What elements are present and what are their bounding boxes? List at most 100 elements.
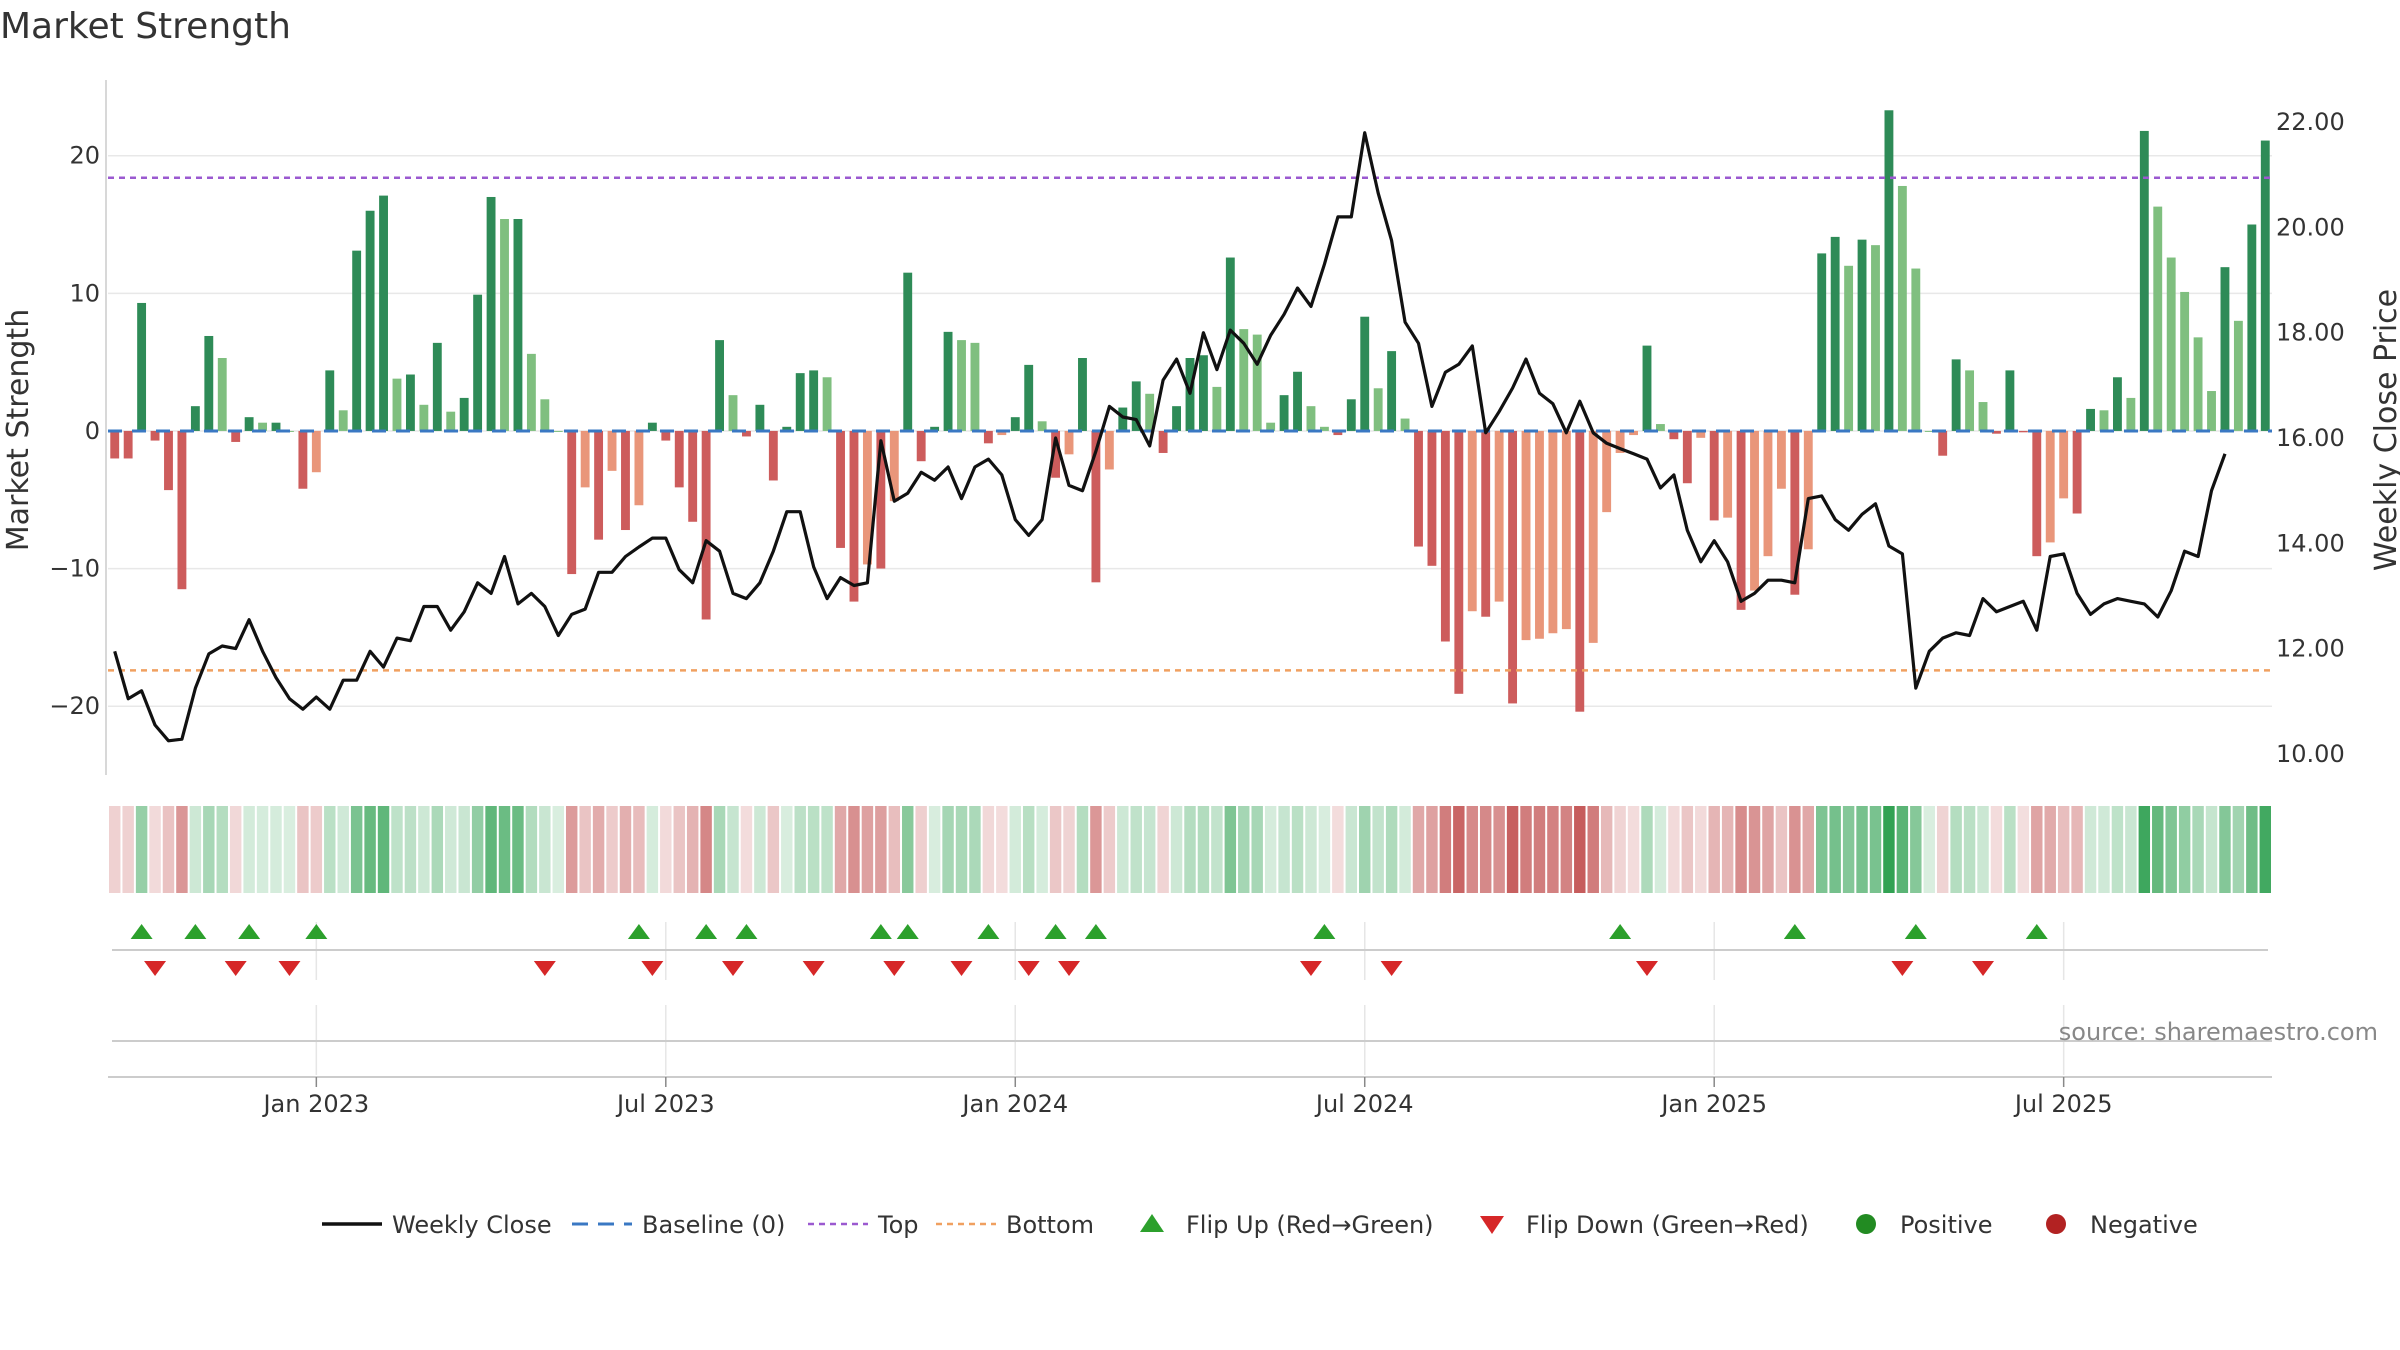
strength-bar xyxy=(1588,430,1598,643)
heat-cell xyxy=(1668,806,1680,893)
strength-bar xyxy=(957,340,966,431)
heat-cell xyxy=(2165,806,2177,893)
heat-cell xyxy=(176,806,188,893)
heat-cell xyxy=(2057,806,2070,893)
strength-bar xyxy=(1481,430,1491,617)
flip-markers xyxy=(112,924,2272,1042)
strength-bar xyxy=(204,335,214,431)
strength-heat-strip xyxy=(109,806,2271,893)
strength-bar xyxy=(594,430,604,540)
heat-cell xyxy=(337,806,349,893)
heat-cell xyxy=(1923,806,1935,893)
strength-bar xyxy=(311,430,321,473)
heat-cell xyxy=(767,806,780,893)
heat-cell xyxy=(902,806,914,893)
strength-bar xyxy=(1266,422,1276,431)
strength-bar xyxy=(1051,430,1061,478)
heat-cell xyxy=(270,806,282,893)
gridlines xyxy=(108,154,2272,1075)
strength-bar xyxy=(1010,417,1020,431)
heat-cell xyxy=(1345,806,1358,893)
heat-cell xyxy=(1103,806,1116,893)
strength-bar xyxy=(258,422,268,431)
heat-cell xyxy=(821,806,833,893)
strength-bar xyxy=(1252,334,1262,431)
flip-down-marker xyxy=(1380,961,1403,976)
date-tick-label: Jul 2025 xyxy=(2013,1090,2113,1118)
strength-bar xyxy=(567,430,577,575)
strength-bar xyxy=(674,430,684,488)
date-tick-label: Jul 2024 xyxy=(1314,1090,1414,1118)
heat-cell xyxy=(1654,806,1667,893)
strength-bar xyxy=(916,430,926,462)
strength-bar xyxy=(1414,430,1423,547)
heat-cell xyxy=(2232,806,2245,893)
strength-bar xyxy=(1682,430,1692,484)
heat-cell xyxy=(2138,806,2151,893)
flip-up-marker xyxy=(238,924,261,939)
heat-cell xyxy=(2205,806,2218,893)
heat-cell xyxy=(364,806,376,893)
heat-cell xyxy=(996,806,1008,893)
y-tick-label: −10 xyxy=(49,555,100,583)
heat-cell xyxy=(1883,806,1895,893)
strength-bar xyxy=(728,395,738,431)
strength-bar xyxy=(2018,430,2028,433)
heat-cell xyxy=(915,806,927,893)
strength-bar xyxy=(392,378,402,431)
strength-bar xyxy=(1172,406,1181,431)
weekly-close-line xyxy=(113,131,2227,743)
strength-bar xyxy=(970,342,980,431)
heat-cell xyxy=(565,806,578,893)
strength-bar xyxy=(1817,253,1827,431)
strength-bar xyxy=(1709,430,1719,521)
heat-cell xyxy=(350,806,363,893)
heat-cell xyxy=(633,806,645,893)
strength-bar xyxy=(1669,430,1679,440)
strength-bar xyxy=(298,430,308,489)
heat-cell xyxy=(243,806,255,893)
heat-cell xyxy=(310,806,323,893)
heat-cell xyxy=(1856,806,1868,893)
strength-bar xyxy=(809,370,819,431)
flip-up-marker xyxy=(1904,924,1927,939)
strength-bar xyxy=(2247,224,2257,431)
y2-tick-label: 12.00 xyxy=(2276,635,2345,663)
heat-cell xyxy=(606,806,618,893)
heat-cell xyxy=(807,806,820,893)
heat-cell xyxy=(1063,806,1075,893)
strength-bar xyxy=(1844,265,1854,431)
strength-bar xyxy=(2072,430,2082,514)
heat-cell xyxy=(2044,806,2056,893)
strength-bar xyxy=(190,406,200,431)
strength-bar xyxy=(2099,410,2109,431)
strength-bar xyxy=(1064,430,1074,455)
heat-cell xyxy=(391,806,403,893)
strength-bar xyxy=(1104,430,1114,470)
strength-bar xyxy=(1158,430,1168,453)
strength-bar xyxy=(1655,424,1665,431)
strength-bar xyxy=(231,430,241,442)
y2-tick-label: 10.00 xyxy=(2276,740,2345,768)
y-tick-label: 0 xyxy=(85,417,100,445)
heat-cell xyxy=(1385,806,1398,893)
strength-bar xyxy=(1938,430,1948,456)
heat-cell xyxy=(162,806,175,893)
heat-cell xyxy=(1936,806,1949,893)
heat-cell xyxy=(445,806,457,893)
heat-cell xyxy=(1963,806,1976,893)
strength-bar xyxy=(526,353,536,431)
heat-cell xyxy=(1641,806,1653,893)
heat-cell xyxy=(1157,806,1169,893)
heat-cell xyxy=(834,806,847,893)
date-axis: Jan 2023 Jul 2023 Jan 2024 Jul 2024 Jan 2025… xyxy=(108,1076,2272,1118)
strength-bar xyxy=(2233,320,2243,431)
strength-bar xyxy=(1319,426,1329,431)
strength-bar xyxy=(1427,430,1437,566)
strength-bar xyxy=(1642,345,1652,431)
heat-cell xyxy=(1076,806,1089,893)
strength-bar xyxy=(473,294,483,431)
price-line-group xyxy=(113,131,2227,743)
heat-cell xyxy=(928,806,941,893)
